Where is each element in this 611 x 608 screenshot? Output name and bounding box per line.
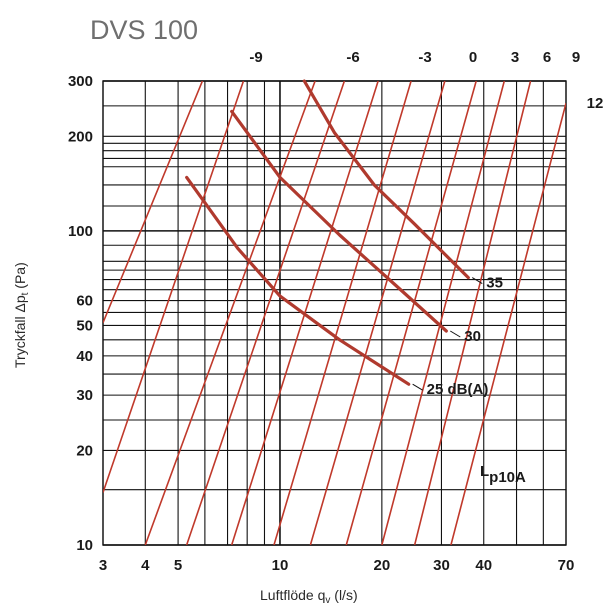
curve-label: 30 — [464, 328, 481, 345]
y-tick-label: 300 — [68, 73, 93, 90]
noise-curve — [230, 109, 448, 333]
setting-line — [413, 81, 532, 545]
curve-label-leader — [450, 330, 461, 338]
setting-line — [345, 81, 477, 545]
plot-frame — [102, 80, 567, 546]
setting-label: -9 — [249, 49, 262, 66]
setting-line — [450, 102, 566, 545]
y-tick-label: 200 — [68, 128, 93, 145]
y-tick-label: 20 — [76, 442, 93, 459]
setting-label: 6 — [543, 49, 551, 66]
noise-curve — [185, 175, 411, 386]
setting-label: 3 — [511, 49, 519, 66]
lp10a-annotation: Lp10A — [480, 463, 526, 486]
setting-label: 0 — [469, 49, 477, 66]
setting-label: 12 — [587, 95, 604, 112]
setting-line — [185, 81, 346, 545]
x-tick-label: 40 — [475, 557, 492, 574]
chart-title: DVS 100 — [90, 15, 198, 45]
setting-label: -6 — [346, 49, 359, 66]
x-tick-label: 10 — [272, 557, 289, 574]
x-axis-label: Luftflöde qv (l/s) — [260, 587, 358, 606]
curve-label: 25 dB(A) — [427, 381, 489, 398]
setting-line — [381, 81, 506, 545]
y-axis-ticks: 10 20 30 40 50 60 100 200 300 — [68, 73, 93, 554]
setting-line — [103, 81, 204, 324]
y-tick-label: 10 — [76, 537, 93, 554]
y-axis-label: Tryckfall Δpt (Pa) — [12, 262, 31, 368]
x-tick-label: 70 — [558, 557, 575, 574]
x-tick-label: 4 — [141, 557, 150, 574]
setting-labels: -9 -6 -3 0 3 6 9 12 — [249, 49, 603, 112]
setting-label: -3 — [418, 49, 431, 66]
curve-label-leader — [412, 383, 423, 391]
x-tick-label: 30 — [433, 557, 450, 574]
y-tick-label: 40 — [76, 348, 93, 365]
setting-line — [103, 81, 245, 493]
y-tick-label: 30 — [76, 387, 93, 404]
grid — [102, 80, 567, 546]
x-tick-label: 5 — [174, 557, 182, 574]
noise-curve — [302, 79, 470, 280]
y-tick-label: 50 — [76, 317, 93, 334]
noise-curves — [185, 79, 470, 386]
setting-line — [309, 81, 446, 545]
x-tick-label: 3 — [99, 557, 107, 574]
setting-label: 9 — [572, 49, 580, 66]
noise-curve-labels: 35 30 25 dB(A) — [412, 275, 503, 398]
curve-label: 35 — [486, 275, 503, 292]
setting-line — [144, 81, 316, 545]
curve-label-leader — [471, 277, 483, 285]
x-tick-label: 20 — [374, 557, 391, 574]
x-axis-ticks: 3 4 5 10 20 30 40 70 — [99, 557, 575, 574]
y-tick-label: 100 — [68, 223, 93, 240]
y-tick-label: 60 — [76, 293, 93, 310]
setting-line — [273, 81, 412, 545]
